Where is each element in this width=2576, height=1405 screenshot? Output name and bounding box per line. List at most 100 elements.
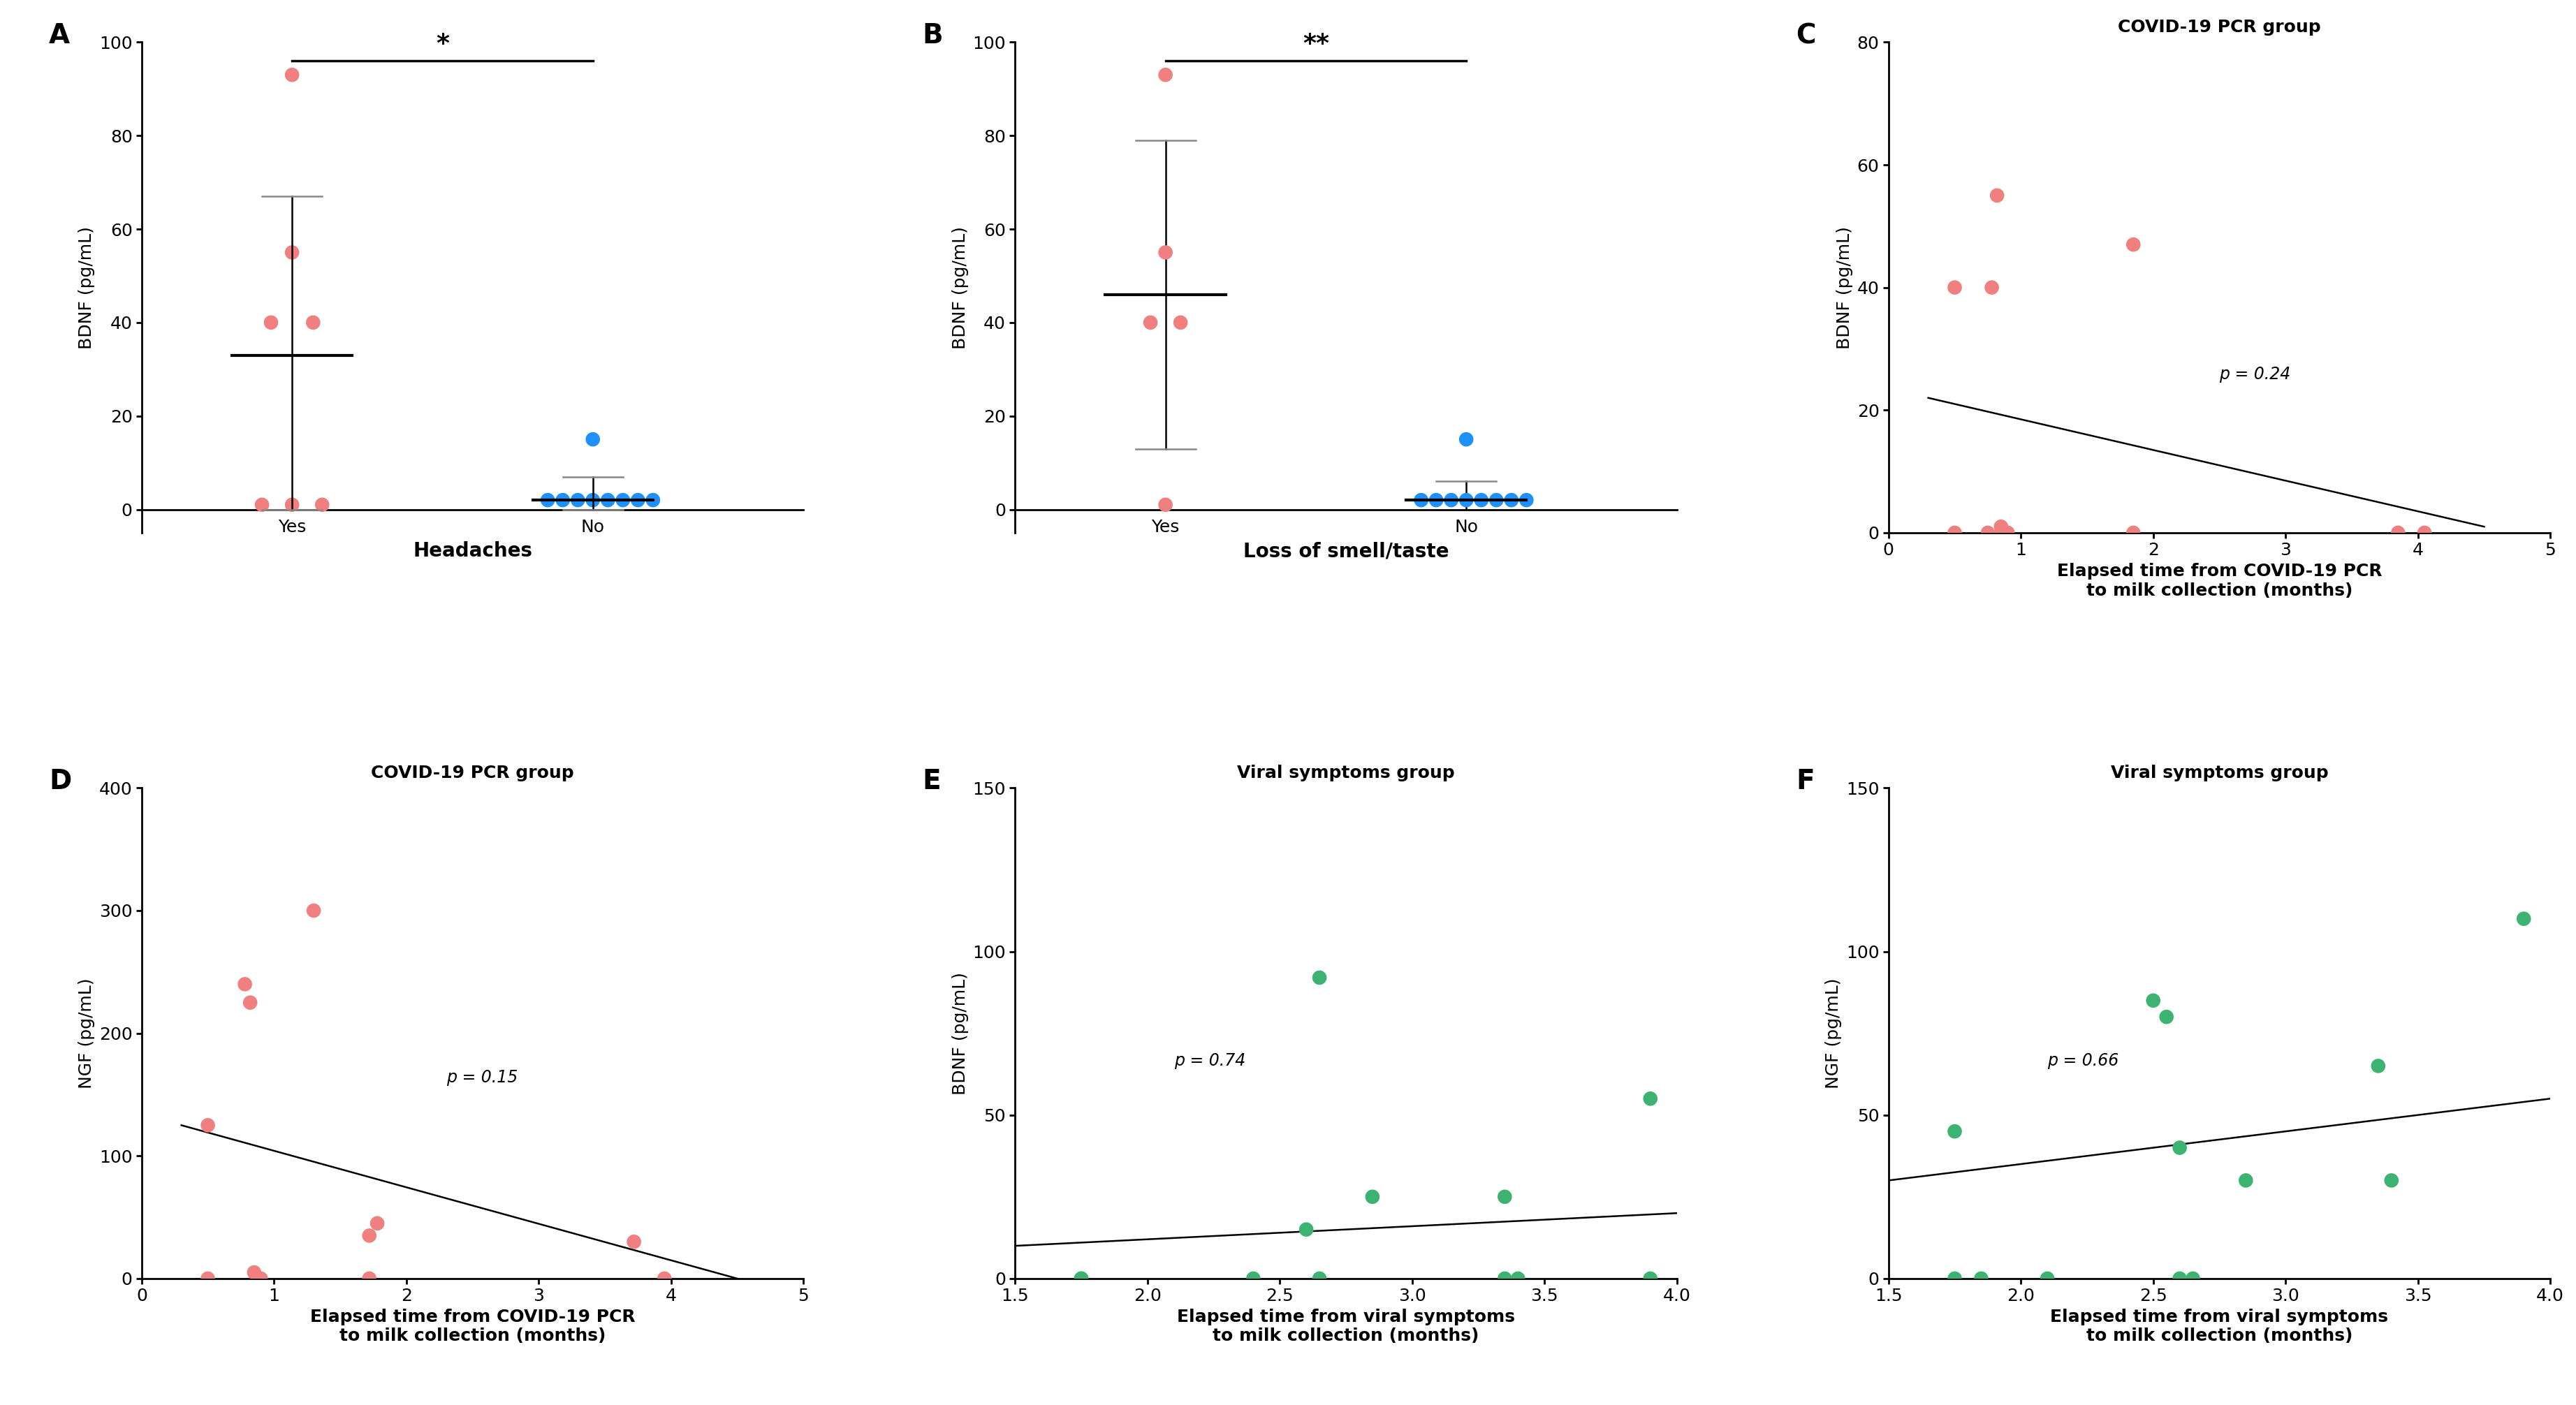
Point (572, 429, 613, 451)
Point (2133, 989, 2174, 1012)
Point (587, 489, 629, 511)
Point (1935, 277, 1976, 299)
Point (270, 493, 312, 516)
Y-axis label: NGF (pg/mL): NGF (pg/mL) (1826, 978, 1842, 1089)
Point (1631, 1267, 1672, 1290)
Point (1476, 489, 1517, 511)
Point (1484, 1186, 1525, 1208)
Point (541, 489, 582, 511)
Point (1352, 1186, 1394, 1208)
Text: **: ** (1303, 32, 1329, 56)
Point (2172, 1267, 2213, 1290)
X-axis label: Loss of smell/taste: Loss of smell/taste (1244, 541, 1448, 561)
Point (603, 489, 644, 511)
Point (1144, 493, 1185, 516)
Point (1981, 521, 2022, 544)
Point (1631, 1087, 1672, 1110)
Text: p = 0.24: p = 0.24 (2221, 367, 2290, 384)
Point (355, 1213, 397, 1235)
Point (2159, 1137, 2200, 1159)
Point (250, 312, 291, 334)
Point (631, 489, 672, 511)
Point (229, 992, 270, 1014)
Point (270, 63, 312, 86)
Point (2357, 1055, 2398, 1078)
Point (1445, 489, 1486, 511)
Text: p = 0.74: p = 0.74 (1175, 1052, 1244, 1069)
Point (2504, 908, 2545, 930)
Point (2112, 233, 2154, 256)
Y-axis label: NGF (pg/mL): NGF (pg/mL) (77, 978, 95, 1089)
Point (1960, 1267, 2002, 1290)
Point (2378, 521, 2419, 544)
Point (1417, 489, 1458, 511)
X-axis label: Elapsed time from viral symptoms
to milk collection (months): Elapsed time from viral symptoms to milk… (2050, 1308, 2388, 1345)
Point (618, 489, 659, 511)
Point (2226, 1169, 2267, 1191)
Point (1401, 489, 1443, 511)
Point (240, 1267, 281, 1290)
Point (1935, 1267, 1976, 1290)
Point (1430, 489, 1471, 511)
X-axis label: Elapsed time from COVID-19 PCR
to milk collection (months): Elapsed time from COVID-19 PCR to milk c… (309, 1308, 636, 1345)
Point (1061, 1267, 1103, 1290)
X-axis label: Elapsed time from COVID-19 PCR
to milk collection (months): Elapsed time from COVID-19 PCR to milk c… (2056, 562, 2383, 599)
Title: Viral symptoms group: Viral symptoms group (1236, 764, 1455, 781)
Point (572, 489, 613, 511)
Point (1968, 521, 2009, 544)
Point (528, 489, 569, 511)
Point (270, 242, 312, 264)
Point (348, 1267, 389, 1290)
Point (1484, 1267, 1525, 1290)
Point (1971, 277, 2012, 299)
Text: A: A (49, 22, 70, 49)
Point (1159, 312, 1200, 334)
Point (2112, 521, 2154, 544)
Point (1234, 1267, 1275, 1290)
Title: Viral symptoms group: Viral symptoms group (2110, 764, 2329, 781)
Y-axis label: BDNF (pg/mL): BDNF (pg/mL) (77, 226, 95, 348)
X-axis label: Elapsed time from viral symptoms
to milk collection (months): Elapsed time from viral symptoms to milk… (1177, 1308, 1515, 1345)
Point (224, 972, 265, 995)
Point (1285, 1218, 1327, 1241)
Text: F: F (1795, 769, 1814, 795)
Point (1144, 242, 1185, 264)
Point (1497, 1267, 1538, 1290)
Point (294, 899, 335, 922)
Point (2027, 1267, 2069, 1290)
Point (188, 1114, 229, 1137)
Point (2370, 1169, 2411, 1191)
Point (1976, 184, 2017, 207)
Text: B: B (922, 22, 943, 49)
Point (1298, 967, 1340, 989)
Point (2403, 521, 2445, 544)
X-axis label: Headaches: Headaches (412, 541, 533, 561)
Point (301, 493, 343, 516)
Point (1144, 63, 1185, 86)
Point (1061, 1267, 1103, 1290)
Text: E: E (922, 769, 940, 795)
Point (1935, 1120, 1976, 1142)
Text: p = 0.66: p = 0.66 (2048, 1052, 2120, 1069)
Text: C: C (1795, 22, 1816, 49)
Y-axis label: BDNF (pg/mL): BDNF (pg/mL) (953, 226, 969, 348)
Point (188, 1267, 229, 1290)
Point (1986, 521, 2027, 544)
Point (348, 1224, 389, 1246)
Point (1935, 521, 1976, 544)
Text: D: D (49, 769, 72, 795)
Point (234, 1262, 276, 1284)
Point (1507, 489, 1548, 511)
Y-axis label: BDNF (pg/mL): BDNF (pg/mL) (953, 972, 969, 1094)
Point (1981, 516, 2022, 538)
Y-axis label: BDNF (pg/mL): BDNF (pg/mL) (1837, 226, 1852, 348)
Point (1461, 489, 1502, 511)
Point (556, 489, 598, 511)
Text: p = 0.15: p = 0.15 (446, 1069, 518, 1086)
Point (644, 1267, 685, 1290)
Point (613, 1231, 654, 1253)
Title: COVID-19 PCR group: COVID-19 PCR group (371, 764, 574, 781)
Point (2146, 1006, 2187, 1028)
Text: *: * (435, 32, 448, 56)
Title: COVID-19 PCR group: COVID-19 PCR group (2117, 20, 2321, 37)
